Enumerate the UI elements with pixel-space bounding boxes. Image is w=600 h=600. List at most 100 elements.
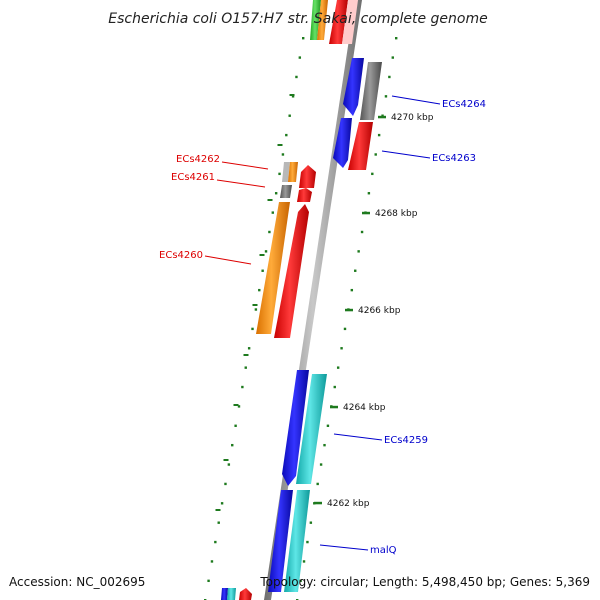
scale-tick-label: 4266 kbp — [358, 306, 401, 316]
ring-dot — [309, 521, 313, 524]
ring-dot — [381, 114, 384, 117]
gene-arrow-ecs4263 — [333, 118, 352, 168]
ring-dot — [302, 37, 305, 40]
ring-dot — [241, 385, 244, 389]
ring-dot — [371, 172, 374, 176]
ring-dot — [285, 133, 288, 137]
gene-arrow-ecs4260 — [256, 202, 290, 334]
ring-dot — [214, 540, 217, 544]
gene-arrow — [297, 188, 312, 202]
ring-dot — [274, 192, 278, 195]
ring-dot — [268, 230, 271, 234]
gene-label[interactable]: ECs4260 — [159, 250, 203, 261]
ring-dot — [244, 366, 247, 369]
ring-dot — [298, 56, 302, 59]
ring-dot — [258, 288, 261, 292]
gene-label-leader — [204, 255, 252, 265]
ring-dot — [377, 133, 381, 137]
ring-dot — [278, 172, 281, 176]
gene-label-leader — [381, 150, 431, 159]
gene-arrow — [360, 62, 382, 120]
gene-arrow — [284, 490, 310, 592]
ring-dash — [223, 459, 229, 461]
ring-dash — [289, 94, 295, 96]
ring-dot — [254, 308, 258, 311]
scale-tick-label: 4268 kbp — [375, 209, 418, 219]
ring-dot — [251, 327, 254, 331]
ring-dot — [333, 385, 336, 389]
scale-tick-mark — [330, 405, 338, 409]
gene-arrow — [342, 0, 358, 44]
gene-arrow — [329, 0, 348, 44]
ring-dash — [215, 509, 221, 511]
scale-tick-label: 4262 kbp — [327, 499, 370, 509]
ring-dot — [288, 114, 291, 117]
gene-arrow-malq — [268, 490, 293, 592]
ring-dot — [217, 521, 220, 524]
gene-arrow-ecs4264 — [343, 58, 364, 116]
ring-dash — [252, 304, 258, 306]
scale-tick-mark — [345, 308, 353, 312]
page-title: Escherichia coli O157:H7 str. Sakai, com… — [108, 11, 487, 27]
ring-dot — [340, 347, 343, 350]
ring-dot — [264, 250, 268, 253]
ring-dot — [261, 269, 264, 272]
ring-dot — [281, 153, 285, 156]
ring-dot — [354, 269, 357, 272]
ring-dot — [395, 37, 398, 40]
ring-dot — [319, 463, 323, 466]
gene-arrow — [274, 204, 309, 338]
gene-label[interactable]: malQ — [370, 545, 397, 556]
gene-arrow-ecs4259 — [282, 370, 309, 486]
ring-dot — [224, 482, 227, 486]
gene-features — [221, 0, 382, 600]
scale-tick-label: 4270 kbp — [391, 113, 434, 123]
ring-dash — [277, 144, 283, 146]
gene-arrow — [296, 374, 327, 484]
ring-dot — [306, 540, 309, 544]
gene-label[interactable]: ECs4262 — [176, 154, 220, 165]
ring-dash — [259, 254, 265, 256]
gene-label-leader — [221, 161, 269, 170]
gene-label-leader — [391, 95, 441, 105]
ring-dot — [391, 56, 394, 59]
gene-arrow-ecs4261 — [280, 185, 292, 198]
ring-dot — [291, 95, 295, 98]
accession-text: Accession: NC_002695 — [9, 575, 145, 589]
gene-label[interactable]: ECs4264 — [442, 99, 486, 110]
ring-dot — [207, 579, 210, 583]
gene-label-leader — [216, 179, 266, 188]
scale-ticks: 4270 kbp 4268 kbp 4266 kbp 4264 kbp 4262 kbp — [314, 113, 434, 509]
scale-tick-mark — [314, 501, 322, 505]
ring-dot — [357, 250, 360, 253]
gene-arrow — [310, 0, 321, 40]
ring-dot — [271, 211, 274, 214]
gene-label[interactable]: ECs4263 — [432, 153, 476, 164]
ring-dot — [384, 95, 388, 98]
ring-dash — [233, 404, 239, 406]
ring-dot — [323, 443, 326, 447]
topology-text: Topology: circular; Length: 5,498,450 bp… — [259, 575, 590, 589]
ring-dot — [316, 482, 319, 486]
ring-dot — [360, 230, 364, 234]
gene-label[interactable]: ECs4259 — [384, 435, 428, 446]
ring-dot — [220, 502, 224, 505]
ring-dot — [343, 327, 347, 331]
gene-label-leader — [333, 433, 383, 441]
ring-dash — [243, 354, 249, 356]
ring-dot — [227, 463, 231, 466]
gene-arrow-ecs4262 — [282, 162, 290, 182]
gene-label[interactable]: ECs4261 — [171, 172, 215, 183]
scale-tick-label: 4264 kbp — [343, 403, 386, 413]
ring-dot — [234, 424, 237, 427]
gene-arrow — [221, 588, 228, 600]
ring-dot — [295, 75, 298, 79]
ring-dot — [231, 443, 234, 447]
ring-dot — [350, 288, 354, 292]
gene-arrow — [239, 588, 252, 600]
ring-dot — [326, 424, 330, 427]
gene-arrow — [317, 0, 328, 40]
ring-dot — [336, 366, 340, 369]
